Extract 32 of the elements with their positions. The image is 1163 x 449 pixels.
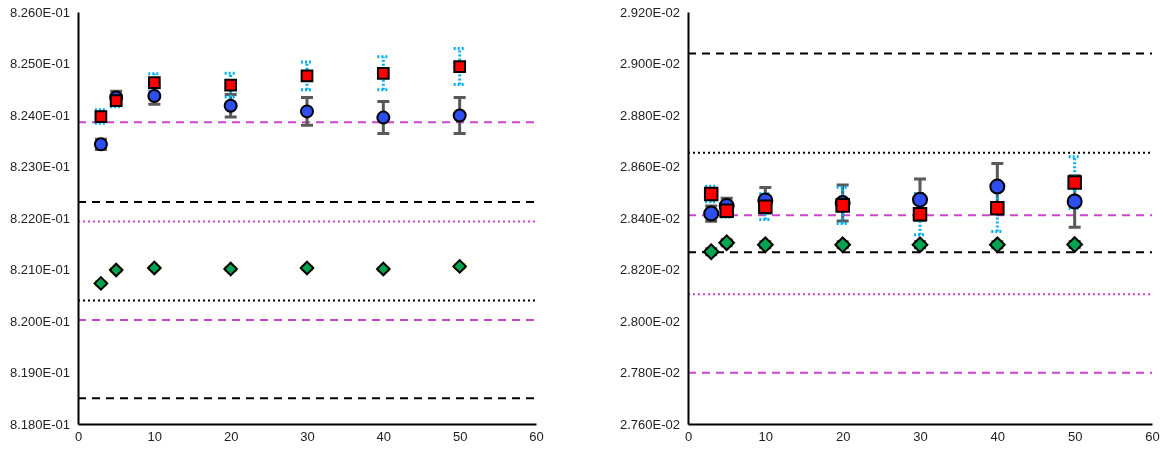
- y-tick-label: 8.220E-01: [10, 210, 70, 226]
- y-tick-label: 8.190E-01: [10, 365, 70, 381]
- y-tick-label: 8.230E-01: [10, 159, 70, 175]
- y-tick-label: 8.240E-01: [10, 107, 70, 123]
- x-tick-label: 20: [835, 429, 851, 445]
- y-tick-label: 8.260E-01: [10, 4, 70, 20]
- y-tick-label: 8.210E-01: [10, 262, 70, 278]
- x-tick-label: 0: [74, 429, 83, 445]
- y-tick-label: 8.200E-01: [10, 313, 70, 329]
- x-tick-label: 60: [529, 429, 544, 445]
- y-tick-label: 2.840E-02: [620, 210, 680, 226]
- y-tick-label: 2.860E-02: [620, 159, 680, 175]
- x-tick-label: 0: [684, 429, 693, 445]
- x-tick-label: 10: [758, 429, 774, 445]
- y-tick-label: 2.760E-02: [620, 416, 680, 432]
- x-tick-label: 20: [223, 429, 239, 445]
- x-tick-label: 60: [1145, 429, 1160, 445]
- x-tick-label: 40: [990, 429, 1006, 445]
- y-tick-label: 2.900E-02: [620, 56, 680, 72]
- x-tick-label: 50: [1067, 429, 1083, 445]
- x-tick-label: 30: [913, 429, 928, 445]
- y-tick-label: 2.820E-02: [620, 262, 680, 278]
- y-tick-label: 2.800E-02: [620, 313, 680, 329]
- y-tick-label: 2.880E-02: [620, 107, 680, 123]
- y-tick-label: 2.920E-02: [620, 4, 680, 20]
- y-tick-label: 8.250E-01: [10, 56, 70, 72]
- x-tick-label: 10: [147, 429, 163, 445]
- y-tick-label: 2.780E-02: [620, 365, 680, 381]
- x-tick-label: 30: [300, 429, 315, 445]
- x-tick-label: 50: [452, 429, 468, 445]
- y-tick-label: 8.180E-01: [10, 416, 70, 432]
- x-tick-label: 40: [376, 429, 392, 445]
